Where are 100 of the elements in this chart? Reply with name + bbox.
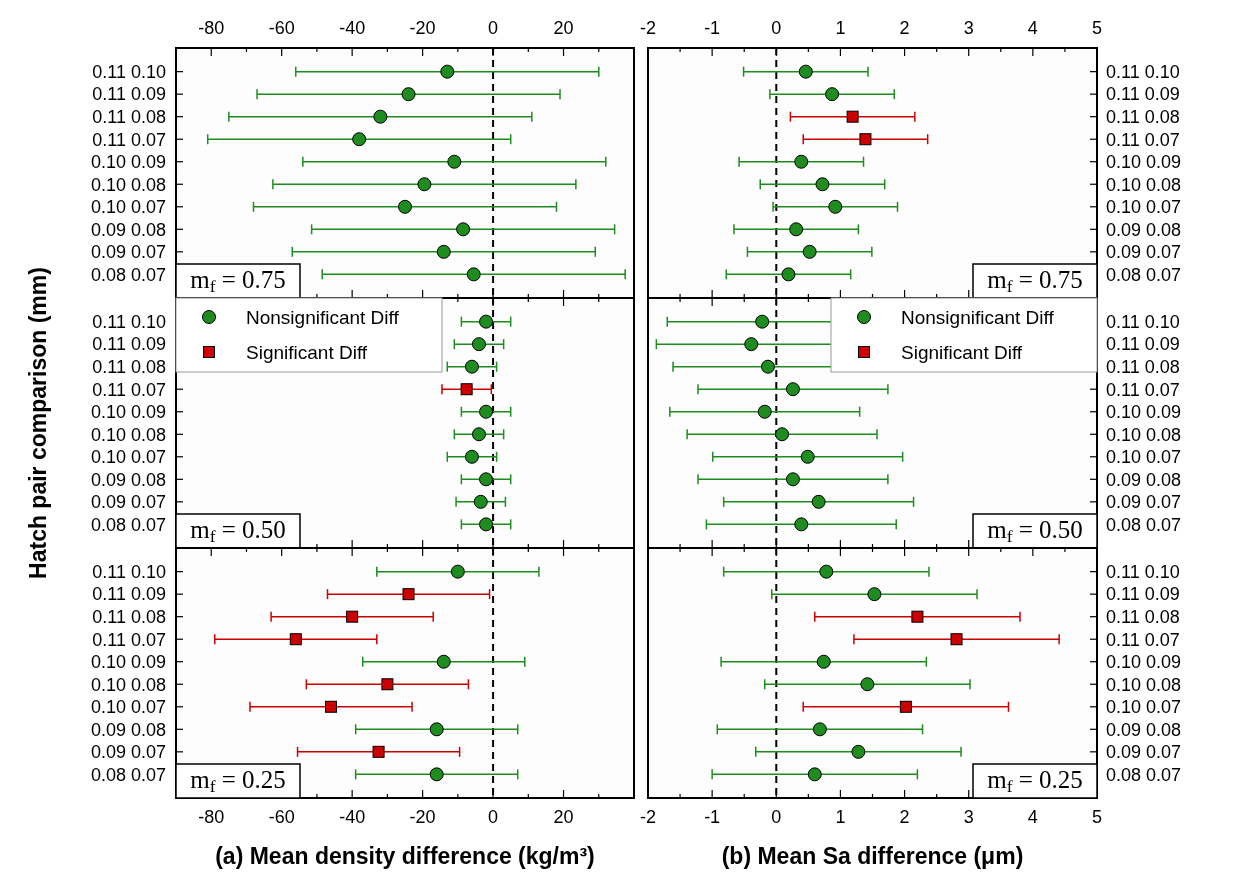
point [846,110,859,123]
y-tick-label: 0.11 0.08 [92,356,166,377]
y-tick-label: 0.10 0.09 [90,652,166,673]
point [785,382,800,397]
point [950,633,963,646]
y-tick-label: 0.11 0.09 [92,84,166,105]
point [798,64,813,79]
y-tick-label: 0.09 0.07 [90,492,166,513]
annotation: m$_{f}$ = 0.50 [190,516,286,546]
x-tick-label: 3 [963,807,974,827]
point [755,314,770,329]
point [812,722,827,737]
y-tick-label: 0.11 0.08 [1106,106,1180,127]
y-tick-label: 0.10 0.07 [1106,197,1182,218]
x-tick-label: -2 [639,807,657,827]
y-tick-label: 0.10 0.09 [90,402,166,423]
point [851,744,866,759]
y-tick-label: 0.11 0.07 [1106,629,1180,650]
y-tick-label: 0.09 0.08 [1106,719,1182,740]
y-tick-label: 0.09 0.08 [90,219,166,240]
x-tick-label: 0 [488,18,499,38]
y-tick-label: 0.09 0.07 [1106,492,1182,513]
y-tick-label: 0.11 0.09 [1106,334,1180,355]
y-tick-label: 0.10 0.08 [1106,174,1182,195]
y-tick-label: 0.11 0.10 [1106,61,1180,82]
point [911,610,924,623]
point [466,267,481,282]
y-tick-label: 0.08 0.07 [90,264,166,285]
point [819,564,834,579]
x-tick-label: 20 [553,18,574,38]
point [429,767,444,782]
point [456,222,471,237]
point [381,678,394,691]
y-tick-label: 0.10 0.08 [1106,674,1182,695]
y-tick-label: 0.10 0.07 [1106,447,1182,468]
point [859,133,872,146]
annotation: m$_{f}$ = 0.25 [190,766,286,796]
point [800,449,815,464]
y-tick-label: 0.11 0.07 [92,629,166,650]
legend-label: Significant Diff [901,341,1023,363]
y-tick-label: 0.11 0.10 [92,561,166,582]
x-tick-label: 20 [553,807,574,827]
y-tick-label: 0.10 0.09 [90,152,166,173]
annotation: m$_{f}$ = 0.75 [987,266,1083,296]
x-tick-label: 2 [899,807,910,827]
y-tick-label: 0.10 0.09 [1106,402,1182,423]
y-tick-label: 0.08 0.07 [90,514,166,535]
y-tick-label: 0.08 0.07 [1106,264,1182,285]
point [775,427,790,442]
point [464,449,479,464]
y-tick-label: 0.11 0.07 [1106,129,1180,150]
point [402,588,415,601]
x-axis-title: (a) Mean density difference (kg/m³) [215,843,595,869]
point [785,472,800,487]
x-tick-label: 1 [835,18,846,38]
y-tick-label: 0.11 0.08 [1106,356,1180,377]
point [760,359,775,374]
x-tick-label: -60 [268,807,295,827]
y-tick-label: 0.10 0.08 [1106,424,1182,445]
y-tick-label: 0.09 0.07 [90,242,166,263]
point [372,745,385,758]
point [794,517,809,532]
point [781,267,796,282]
y-tick-label: 0.10 0.07 [1106,697,1182,718]
y-tick-label: 0.08 0.07 [1106,764,1182,785]
point [471,337,486,352]
point [479,517,494,532]
y-axis-title: Hatch pair comparison (mm) [25,267,51,579]
y-tick-label: 0.10 0.09 [1106,652,1182,673]
point [401,87,416,102]
point [479,404,494,419]
point [447,154,462,169]
point [816,654,831,669]
point [807,767,822,782]
x-tick-label: -2 [639,18,657,38]
point [744,337,759,352]
point [757,404,772,419]
point [325,700,338,713]
point [828,199,843,214]
point [479,314,494,329]
y-tick-label: 0.09 0.08 [1106,469,1182,490]
point [460,383,473,396]
x-tick-label: 0 [488,807,499,827]
legend-label: Significant Diff [246,341,368,363]
y-tick-label: 0.08 0.07 [90,764,166,785]
point [352,132,367,147]
x-tick-label: 5 [1091,807,1103,827]
x-tick-label: 0 [771,18,782,38]
y-tick-label: 0.11 0.07 [1106,379,1180,400]
y-tick-label: 0.11 0.09 [92,584,166,605]
y-tick-label: 0.09 0.07 [90,742,166,763]
point [794,154,809,169]
x-tick-label: -60 [268,18,295,38]
y-tick-label: 0.11 0.10 [92,61,166,82]
point [479,472,494,487]
point [464,359,479,374]
x-tick-label: 2 [899,18,910,38]
y-tick-label: 0.11 0.08 [92,106,166,127]
y-tick-label: 0.11 0.10 [1106,561,1180,582]
y-tick-label: 0.10 0.07 [90,197,166,218]
